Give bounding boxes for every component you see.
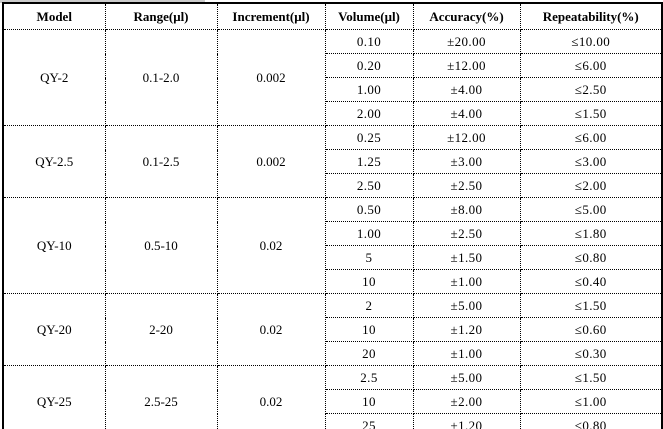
repeatability-cell: ≤1.50	[519, 365, 663, 390]
table-row: 1.00 ±4.00 ≤2.50	[3, 77, 663, 102]
accuracy-cell: ±12.00	[412, 125, 521, 150]
repeatability-cell: ≤10.00	[519, 29, 663, 54]
accuracy-cell: ±5.00	[412, 293, 521, 318]
table-row: 20 ±1.00 ≤0.30	[3, 341, 663, 366]
volume-cell: 0.10	[324, 29, 414, 54]
volume-cell: 10	[324, 389, 414, 414]
volume-cell: 2.50	[324, 173, 414, 198]
volume-cell: 2	[324, 293, 414, 318]
range-cell: 2.5-25	[104, 365, 218, 429]
accuracy-cell: ±2.50	[412, 173, 521, 198]
model-cell: QY-2	[2, 29, 106, 126]
model-cell: QY-20	[2, 293, 106, 366]
table-row: QY-20 2-20 0.02 2 ±5.00 ≤1.50	[2, 293, 663, 366]
model-cell: QY-2.5	[2, 125, 106, 198]
table-row: 2.00 ±4.00 ≤1.50	[3, 101, 663, 126]
accuracy-cell: ±2.00	[412, 389, 521, 414]
repeatability-cell: ≤0.80	[519, 245, 663, 270]
accuracy-cell: ±8.00	[412, 197, 521, 222]
volume-cell: 1.00	[324, 77, 414, 102]
accuracy-cell: ±1.20	[412, 317, 521, 342]
repeatability-cell: ≤2.00	[519, 173, 663, 198]
repeatability-cell: ≤0.30	[519, 341, 663, 366]
table-row: 1.25 ±3.00 ≤3.00	[3, 149, 663, 174]
header-repeatability: Repeatability(%)	[519, 2, 663, 30]
repeatability-cell: ≤0.60	[519, 317, 663, 342]
table-row: 10 ±2.00 ≤1.00	[3, 389, 663, 414]
volume-cell: 20	[324, 341, 414, 366]
repeatability-cell: ≤0.80	[519, 413, 663, 429]
repeatability-cell: ≤6.00	[519, 53, 663, 78]
header-model: Model	[2, 2, 106, 30]
repeatability-cell: ≤1.00	[519, 389, 663, 414]
range-cell: 0.5-10	[104, 197, 218, 294]
accuracy-cell: ±12.00	[412, 53, 521, 78]
header-increment: Increment(μl)	[216, 2, 326, 30]
table-row: 5 ±1.50 ≤0.80	[3, 245, 663, 270]
increment-cell: 0.02	[216, 197, 326, 294]
table-row: 2.50 ±2.50 ≤2.00	[3, 173, 663, 198]
accuracy-cell: ±1.00	[412, 269, 521, 294]
volume-cell: 0.20	[324, 53, 414, 78]
model-cell: QY-10	[2, 197, 106, 294]
volume-cell: 5	[324, 245, 414, 270]
range-cell: 0.1-2.0	[104, 29, 218, 126]
repeatability-cell: ≤0.40	[519, 269, 663, 294]
header-volume: Volume(μl)	[324, 2, 414, 30]
range-cell: 2-20	[104, 293, 218, 366]
header-accuracy: Accuracy(%)	[412, 2, 521, 30]
accuracy-cell: ±3.00	[412, 149, 521, 174]
accuracy-cell: ±2.50	[412, 221, 521, 246]
accuracy-cell: ±1.50	[412, 245, 521, 270]
table-row: QY-2 0.1-2.0 0.002 0.10 ±20.00 ≤10.00	[2, 29, 663, 126]
increment-cell: 0.02	[216, 293, 326, 366]
top-edge-artifact	[0, 0, 205, 3]
volume-cell: 25	[324, 413, 414, 429]
repeatability-cell: ≤1.80	[519, 221, 663, 246]
accuracy-cell: ±20.00	[412, 29, 521, 54]
model-cell: QY-25	[2, 365, 106, 429]
header-row: Model Range(μl) Increment(μl) Volume(μl)…	[2, 2, 663, 30]
repeatability-cell: ≤1.50	[519, 101, 663, 126]
volume-cell: 1.00	[324, 221, 414, 246]
increment-cell: 0.02	[216, 365, 326, 429]
repeatability-cell: ≤2.50	[519, 77, 663, 102]
table-row: 10 ±1.20 ≤0.60	[3, 317, 663, 342]
accuracy-cell: ±4.00	[412, 77, 521, 102]
range-cell: 0.1-2.5	[104, 125, 218, 198]
increment-cell: 0.002	[216, 125, 326, 198]
accuracy-cell: ±5.00	[412, 365, 521, 390]
increment-cell: 0.002	[216, 29, 326, 126]
table-row: 0.20 ±12.00 ≤6.00	[3, 53, 663, 78]
repeatability-cell: ≤5.00	[519, 197, 663, 222]
volume-cell: 0.50	[324, 197, 414, 222]
table-row: QY-10 0.5-10 0.02 0.50 ±8.00 ≤5.00	[2, 197, 663, 294]
table-row: 25 ±1.20 ≤0.80	[3, 413, 663, 429]
table-row: QY-2.5 0.1-2.5 0.002 0.25 ±12.00 ≤6.00	[2, 125, 663, 198]
accuracy-cell: ±1.20	[412, 413, 521, 429]
volume-cell: 10	[324, 269, 414, 294]
volume-cell: 2.00	[324, 101, 414, 126]
volume-cell: 0.25	[324, 125, 414, 150]
repeatability-cell: ≤6.00	[519, 125, 663, 150]
repeatability-cell: ≤3.00	[519, 149, 663, 174]
header-range: Range(μl)	[104, 2, 218, 30]
accuracy-cell: ±1.00	[412, 341, 521, 366]
accuracy-cell: ±4.00	[412, 101, 521, 126]
repeatability-cell: ≤1.50	[519, 293, 663, 318]
table-row: QY-25 2.5-25 0.02 2.5 ±5.00 ≤1.50	[2, 365, 663, 429]
volume-cell: 10	[324, 317, 414, 342]
volume-cell: 1.25	[324, 149, 414, 174]
volume-cell: 2.5	[324, 365, 414, 390]
